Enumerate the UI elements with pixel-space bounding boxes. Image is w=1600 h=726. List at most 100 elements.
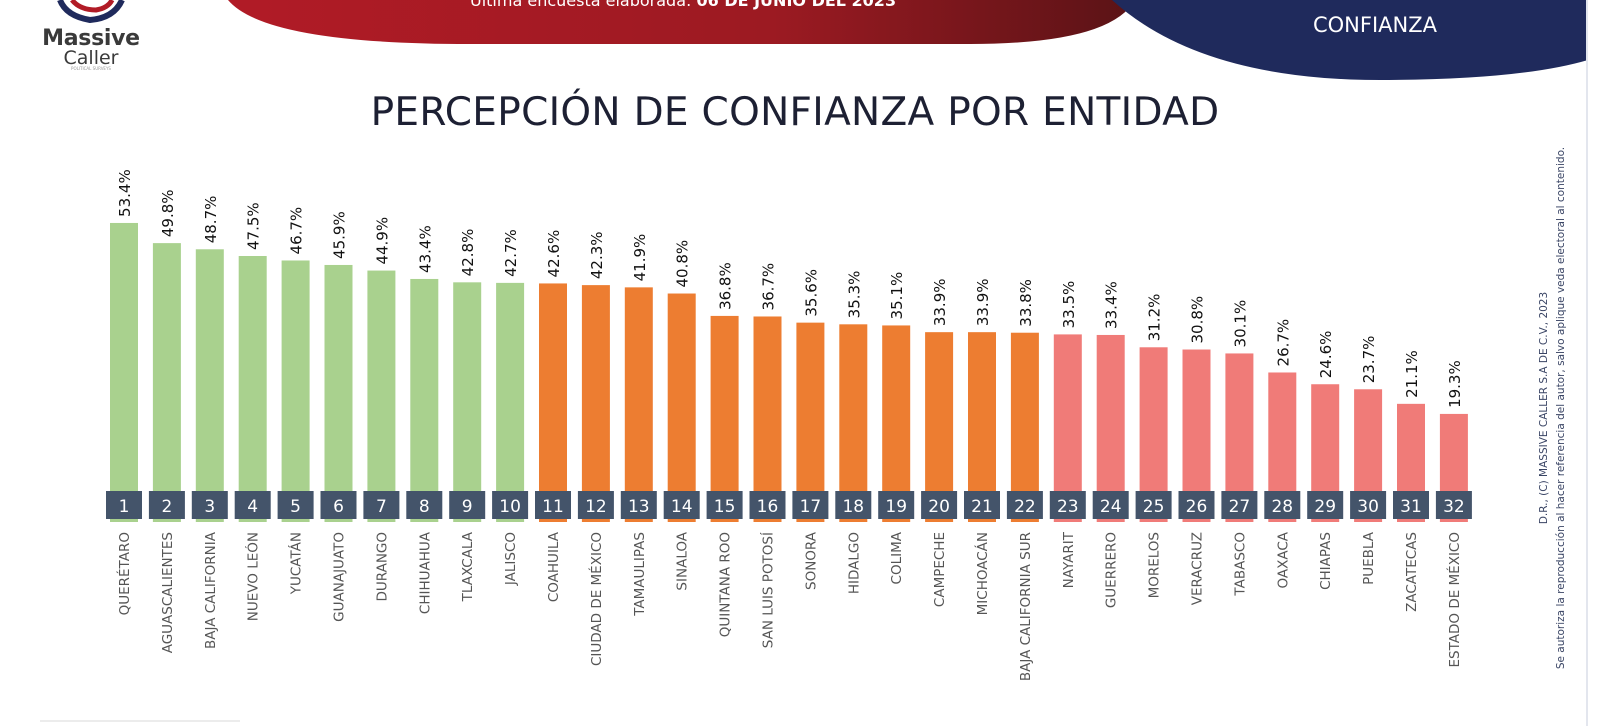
bar	[453, 282, 482, 522]
rank-number: 23	[1057, 497, 1079, 517]
category-label: SINALOA	[675, 531, 691, 590]
copyright-notice: D.R., (C) MASSIVE CALLER S.A DE C.V., 20…	[1536, 147, 1570, 669]
rank-number: 30	[1357, 497, 1379, 517]
rank-number: 26	[1186, 497, 1208, 517]
copyright-line-2: Se autoriza la reproducción al hacer ref…	[1555, 146, 1567, 670]
bar	[281, 260, 310, 522]
bar	[667, 293, 696, 522]
rank-box	[1393, 491, 1429, 519]
brand-subname: Caller	[63, 47, 119, 69]
rank-box	[706, 491, 743, 519]
bar-value-label: 35.6%	[802, 269, 820, 317]
category-label: MICHOACÁN	[974, 532, 991, 615]
rank-box	[1350, 491, 1387, 519]
rank-number: 17	[800, 497, 822, 517]
rank-number: 13	[628, 497, 650, 517]
bar	[496, 282, 525, 522]
rank-box	[663, 491, 700, 519]
rank-box	[1435, 491, 1472, 519]
rank-box	[320, 491, 357, 519]
rank-box	[1006, 491, 1043, 519]
rank-number: 14	[671, 497, 693, 517]
rank-box	[1178, 491, 1215, 519]
rank-number: 11	[542, 497, 564, 517]
category-label: ZACATECAS	[1404, 532, 1420, 612]
bar-value-label: 30.1%	[1231, 300, 1249, 348]
header-banner	[57, 0, 1588, 80]
bar-value-label: 30.8%	[1189, 296, 1207, 344]
bar-value-label: 42.8%	[459, 229, 477, 277]
brand-name: Massive	[42, 26, 140, 51]
bar-value-label: 36.7%	[760, 263, 778, 311]
rank-box	[106, 491, 142, 519]
bar-value-label: 26.7%	[1274, 319, 1292, 367]
rank-box	[921, 491, 958, 519]
bar-value-label: 42.7%	[502, 229, 520, 277]
rank-number: 12	[585, 497, 607, 517]
rank-number: 15	[714, 497, 736, 517]
rank-number: 21	[971, 497, 993, 517]
bar	[753, 316, 782, 522]
chart-title: PERCEPCIÓN DE CONFIANZA POR ENTIDAD	[370, 90, 1220, 135]
rank-box	[577, 491, 614, 519]
bar	[1096, 334, 1125, 522]
rank-box	[492, 491, 529, 519]
massive-caller-logo-icon	[57, 0, 125, 24]
rank-number: 8	[419, 497, 430, 517]
bar	[624, 287, 653, 522]
rank-box	[1092, 491, 1129, 519]
category-label: YUCATÁN	[288, 532, 305, 595]
category-label: BAJA CALIFORNIA	[203, 531, 219, 649]
bar-value-label: 33.5%	[1060, 281, 1078, 329]
bar-value-label: 49.8%	[159, 189, 177, 237]
rank-box	[191, 491, 228, 519]
bar-value-label: 42.3%	[588, 231, 606, 279]
copyright-line-1: D.R., (C) MASSIVE CALLER S.A DE C.V., 20…	[1538, 291, 1550, 525]
bar	[710, 315, 739, 522]
category-label: CAMPECHE	[932, 532, 948, 607]
rank-box	[535, 491, 571, 519]
rank-number: 5	[290, 497, 301, 517]
brand-tagline: POLITICAL SURVEYS	[71, 66, 111, 71]
category-label: CHIHUAHUA	[417, 531, 433, 614]
rank-number: 10	[499, 497, 521, 517]
bar-value-label: 35.3%	[845, 271, 863, 319]
bar-value-label: 43.4%	[416, 225, 434, 273]
category-label: NUEVO LEÓN	[244, 532, 262, 621]
category-label: SONORA	[803, 531, 819, 590]
rank-number: 25	[1143, 497, 1165, 517]
bar-value-label: 42.6%	[545, 230, 563, 278]
category-label: JALISCO	[503, 532, 519, 586]
rank-box	[1049, 491, 1086, 519]
category-label: TABASCO	[1232, 532, 1248, 597]
category-label: TAMAULIPAS	[632, 532, 648, 617]
rank-box	[749, 491, 786, 519]
banner-navy-arc	[1112, 0, 1588, 80]
bar	[110, 222, 138, 522]
bar-value-label: 33.9%	[974, 279, 992, 327]
category-label: AGUASCALIENTES	[160, 532, 176, 653]
bar	[882, 325, 911, 522]
rank-number: 28	[1271, 497, 1293, 517]
rank-box	[1135, 491, 1172, 519]
category-label: ESTADO DE MÉXICO	[1446, 532, 1463, 668]
section-label: CONFIANZA	[1312, 13, 1437, 37]
bar	[238, 256, 267, 522]
bar-value-label: 45.9%	[331, 211, 349, 259]
category-label: COLIMA	[889, 531, 905, 584]
rank-box	[449, 491, 486, 519]
bar-value-label: 23.7%	[1360, 336, 1378, 384]
category-label: GUERRERO	[1104, 532, 1120, 608]
bar-value-label: 33.4%	[1103, 281, 1121, 329]
category-label: CIUDAD DE MÉXICO	[588, 532, 605, 666]
rank-number: 16	[757, 497, 779, 517]
category-label: COAHUILA	[546, 531, 562, 602]
rank-box	[406, 491, 443, 519]
category-label: MORELOS	[1147, 532, 1163, 598]
bar	[839, 324, 868, 522]
bottom-rule	[40, 720, 240, 722]
rank-box	[878, 491, 915, 519]
bar	[195, 249, 224, 522]
bar	[796, 322, 825, 522]
